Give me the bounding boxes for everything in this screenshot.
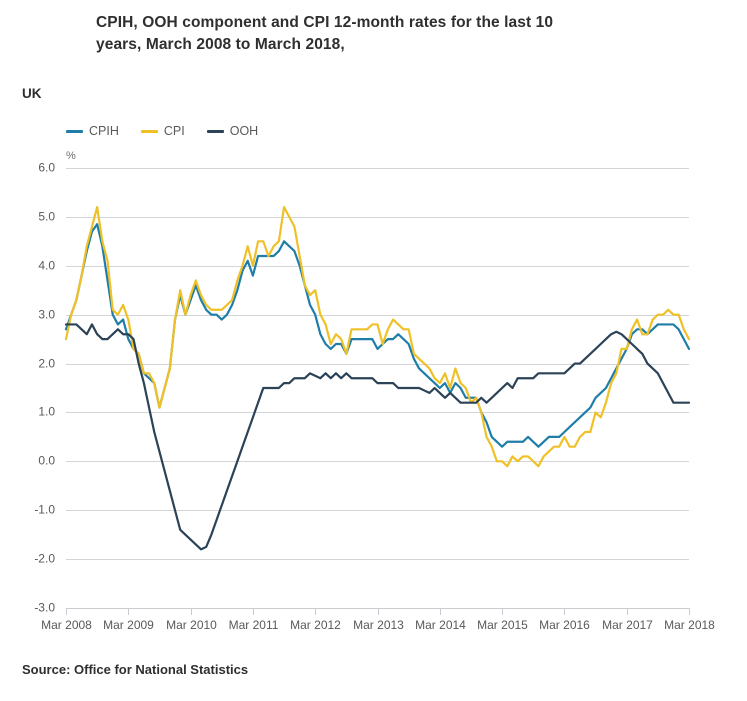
x-axis-tick-label: Mar 2008 [41,618,92,632]
source-note: Source: Office for National Statistics [22,662,249,677]
series-line-cpi [64,206,691,468]
y-axis-tick-label: 6.0 [38,161,55,175]
x-axis-tick-labels: Mar 2008 Mar 2009 Mar 2010 Mar 2011 Mar 2012… [41,618,715,632]
y-axis-tick-label: 1.0 [38,405,55,419]
series-lines [64,206,691,551]
chart-legend: CPIH CPI OOH [66,125,258,138]
legend-item-cpi[interactable]: CPI [140,124,185,138]
legend-label-ooh: OOH [229,124,259,138]
legend-item-ooh[interactable]: OOH [206,124,259,138]
y-axis-tick-label: 2.0 [38,357,55,371]
x-axis-tick-label: Mar 2009 [103,618,154,632]
x-axis-tick-label: Mar 2013 [353,618,404,632]
y-axis-tick-label: 3.0 [38,308,55,322]
y-axis-unit-label: % [66,150,76,162]
legend-item-cpih[interactable]: CPIH [66,125,119,138]
legend-swatch-ooh [206,129,224,133]
x-axis-tick-label: Mar 2018 [664,618,715,632]
x-axis-tick-label: Mar 2016 [539,618,590,632]
y-axis-tick-label: 4.0 [38,259,55,273]
y-axis-tick-labels: 6.0 5.0 4.0 3.0 2.0 1.0 0.0 -1.0 -2.0 -3.0 [34,161,55,615]
x-axis-tick-label: Mar 2017 [602,618,653,632]
x-axis-tick-label: Mar 2015 [477,618,528,632]
x-axis-tick-label: Mar 2011 [229,618,279,632]
x-axis-tick-label: Mar 2012 [290,618,341,632]
x-axis-tick-label: Mar 2014 [415,618,466,632]
x-axis-tick-label: Mar 2010 [166,618,217,632]
y-axis-tick-label: -2.0 [34,552,55,566]
gridlines [66,168,689,609]
y-axis-tick-label: 5.0 [38,210,55,224]
series-line-ooh [64,323,691,551]
y-axis-tick-label: 0.0 [38,454,55,468]
page-title: CPIH, OOH component and CPI 12-month rat… [96,14,554,53]
legend-swatch-cpih [66,129,83,133]
plot-area: 6.0 5.0 4.0 3.0 2.0 1.0 0.0 -1.0 -2.0 -3.0 Mar 20… [34,161,715,632]
y-axis-tick-label: -1.0 [34,503,55,517]
y-axis-tick-label: -3.0 [34,601,55,615]
legend-label-cpih: CPIH [89,124,119,138]
geography-label: UK [22,86,42,101]
legend-swatch-cpi [140,129,158,133]
x-axis-tickmarks [66,608,690,615]
legend-label-cpi: CPI [163,124,185,138]
